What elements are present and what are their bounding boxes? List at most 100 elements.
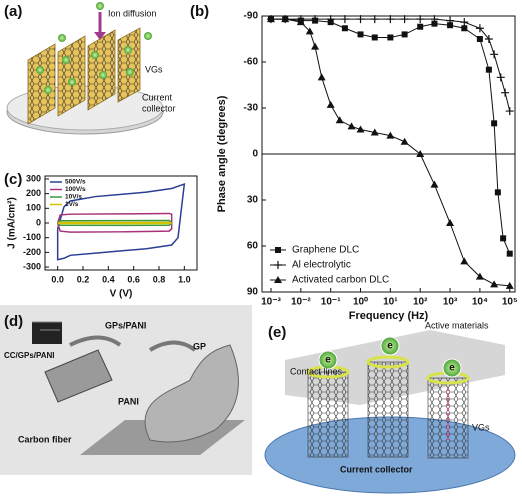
x-tick-label: 1.0 [178, 274, 191, 284]
marker [386, 15, 395, 24]
x-tick-label: 0.0 [51, 274, 64, 284]
marker [305, 27, 314, 35]
legend-label: 500V/s [65, 179, 86, 186]
marker [326, 100, 335, 108]
series-line [56, 212, 173, 233]
panel-label: (e) [268, 324, 286, 341]
marker [506, 250, 513, 257]
marker [341, 25, 348, 32]
label: VGs [472, 422, 490, 432]
marker [335, 116, 344, 124]
marker [461, 25, 468, 32]
panel-label: (b) [190, 3, 209, 20]
x-tick-label: 10² [413, 297, 428, 308]
x-tick-label: 10⁻³ [261, 297, 281, 308]
panel-a: (a) Ion diffusion VGs Current collector [4, 2, 176, 135]
label: VGs [145, 64, 163, 74]
legend-marker [274, 276, 282, 283]
marker [446, 16, 455, 25]
marker [401, 31, 408, 38]
legend-label: 10V/s [65, 194, 82, 201]
marker [460, 18, 469, 27]
y-tick-label: -300 [23, 261, 41, 271]
marker [460, 257, 469, 265]
marker [371, 34, 378, 41]
y-tick-label: -90 [244, 11, 259, 22]
y-axis-label: Phase angle (degrees) [216, 95, 228, 212]
marker [356, 15, 365, 24]
panel-label: (d) [4, 313, 23, 330]
y-tick-label: 300 [26, 173, 41, 183]
marker [356, 125, 365, 133]
x-tick-label: 0.6 [127, 274, 140, 284]
legend-marker [275, 247, 281, 253]
marker [311, 15, 320, 24]
x-axis-label: V (V) [110, 289, 133, 300]
marker [296, 18, 305, 26]
marker [370, 128, 379, 136]
legend-label: Al electrolytic [292, 260, 351, 271]
panel-d: (d) CC/GPs/PANI GPs/PANI GP PANI Carbon … [0, 305, 252, 475]
marker [447, 22, 454, 29]
marker [431, 20, 438, 27]
marker [400, 15, 409, 24]
label: GP [193, 341, 206, 351]
y-tick-label: -200 [23, 247, 41, 257]
panel-e: e e e (e) Active materials Contact lines… [264, 320, 516, 494]
marker [430, 180, 439, 188]
marker [311, 42, 320, 50]
marker [505, 107, 514, 116]
label: GPs/PANI [105, 320, 146, 330]
electron-label: e [387, 341, 393, 352]
label: Current collector [340, 464, 413, 474]
x-tick-label: 10⁵ [502, 297, 518, 308]
marker [475, 24, 484, 33]
marker [417, 23, 424, 30]
y-tick-label: 60 [247, 241, 259, 252]
y-tick-label: 90 [247, 287, 259, 298]
marker [266, 15, 275, 23]
legend-marker [274, 261, 282, 269]
legend-label: 100V/s [65, 186, 86, 193]
marker [416, 150, 425, 157]
marker [317, 73, 326, 81]
label: Carbon fiber [18, 434, 72, 444]
marker [501, 88, 510, 97]
label: Active materials [425, 320, 489, 330]
legend-label: Graphene DLC [292, 245, 359, 256]
x-tick-label: 10¹ [383, 297, 398, 308]
series-line [56, 182, 186, 261]
label: CC/GPs/PANI [4, 351, 55, 360]
y-tick-label: 100 [26, 203, 41, 213]
legend-label: Activated carbon DLC [292, 275, 389, 286]
marker [400, 137, 409, 145]
marker [490, 50, 499, 59]
marker [446, 219, 455, 226]
marker [357, 31, 364, 38]
y-tick-label: -100 [23, 232, 41, 242]
marker [347, 122, 356, 130]
marker [491, 120, 498, 127]
x-tick-label: 10⁴ [472, 297, 488, 308]
panel-label: (c) [4, 171, 22, 188]
marker [505, 281, 514, 289]
marker [340, 15, 349, 24]
marker [484, 35, 493, 43]
y-tick-label: 0 [252, 149, 258, 160]
y-tick-label: 0 [36, 217, 41, 227]
electron-label: e [325, 355, 331, 366]
marker [326, 15, 335, 24]
marker [490, 280, 499, 288]
y-tick-label: 200 [26, 188, 41, 198]
marker [430, 15, 439, 24]
x-tick-label: 10⁻¹ [321, 297, 341, 308]
marker [386, 131, 395, 139]
panel-label: (a) [4, 3, 22, 20]
marker [485, 66, 492, 73]
x-tick-label: 10⁰ [353, 297, 368, 308]
label: Ion diffusion [108, 8, 156, 18]
marker [500, 235, 507, 242]
legend-label: 1V/s [65, 201, 79, 208]
label: collector [142, 103, 176, 113]
